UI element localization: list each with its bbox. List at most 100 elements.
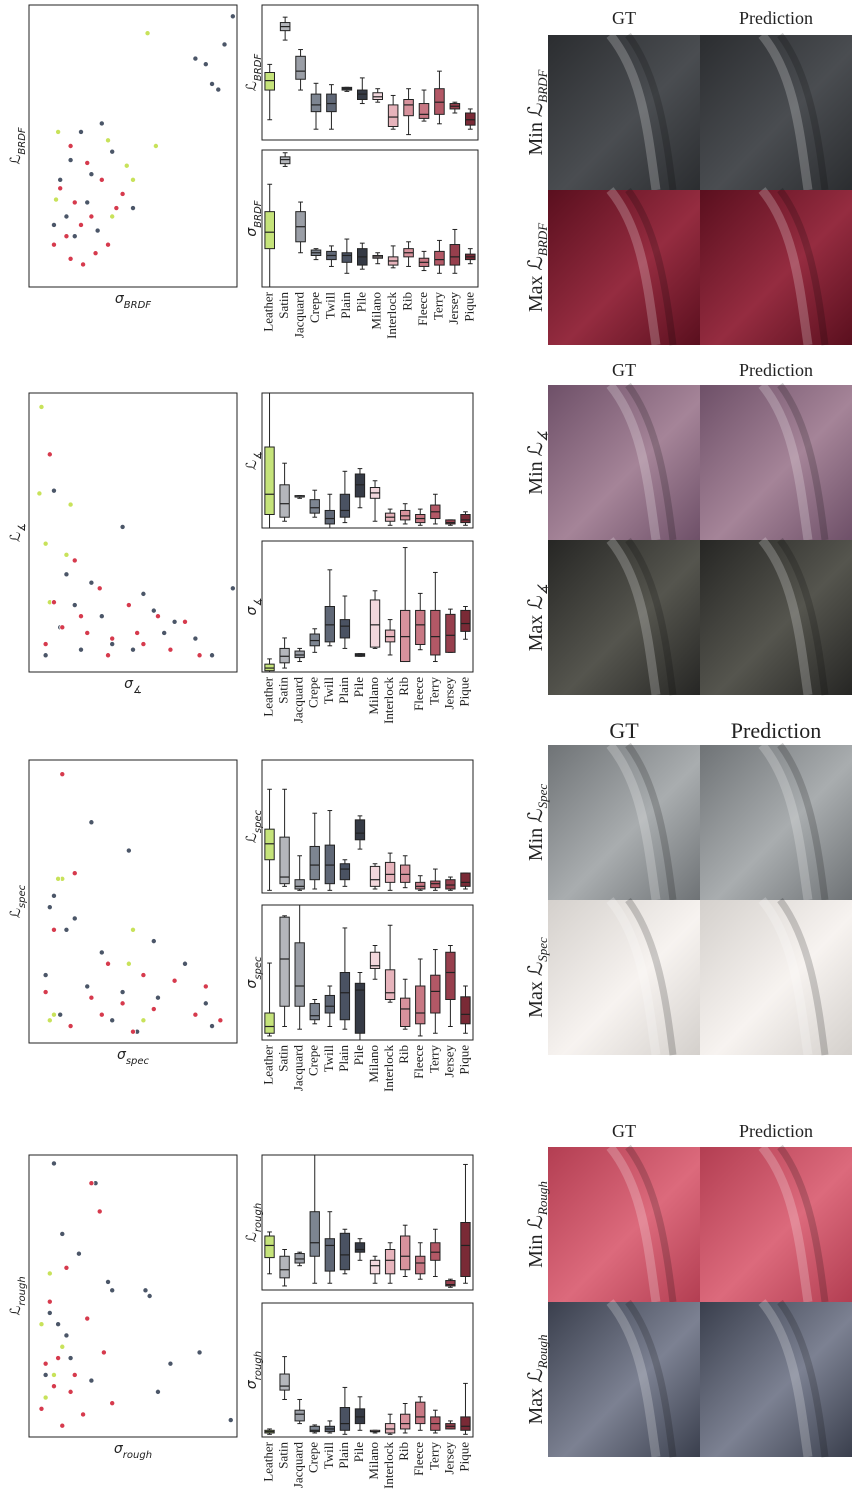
scatter-point [78,647,83,652]
scatter-point [155,1389,160,1394]
scatter-point [68,158,73,163]
column-header: GT [612,8,636,28]
box [401,610,410,661]
scatter-point [68,1023,73,1028]
y-axis-label: ℒ∡ [244,451,264,470]
category-label: Fleece [411,1442,426,1476]
scatter-point [105,653,110,658]
box [355,820,364,840]
scatter-point [78,129,83,134]
scatter-point [168,1361,173,1366]
box [355,474,364,497]
scatter-point [51,600,56,605]
scatter-point [120,524,125,529]
y-axis-label: ℒrough [8,1276,28,1315]
category-label: Interlock [381,677,396,724]
box [310,500,319,514]
scatter-point [60,1423,65,1428]
box [355,1409,364,1424]
scatter-point [43,1395,48,1400]
category-label: Fleece [411,677,426,711]
scatter-point [230,586,235,591]
scatter-point [126,602,131,607]
plot-frame [29,5,237,287]
scatter-point [99,121,104,126]
box [310,1212,319,1257]
y-axis-label: σrough [244,1351,264,1389]
box [358,90,368,99]
scatter-point [99,950,104,955]
category-label: Jacquard [291,1045,306,1092]
box [385,862,394,882]
y-axis-label-sub: rough [253,1203,264,1232]
y-axis-label: ℒspec [244,809,264,843]
box [325,510,334,524]
scatter-point [51,222,56,227]
box [466,113,476,125]
scatter-point [47,905,52,910]
box [295,880,304,889]
scatter-point [43,1361,48,1366]
scatter-point [64,572,69,577]
column-header: Prediction [739,8,813,28]
box [265,1236,274,1258]
scatter-point [60,625,65,630]
scatter-point [76,1251,81,1256]
category-label: Leather [261,1441,276,1481]
page: {"chart_data": [ {"type": "scatter", "xl… [0,0,852,1507]
scatter-point [193,1012,198,1017]
y-axis-label: ℒBRDF [244,54,264,92]
y-axis-label: σBRDF [244,200,264,236]
box [431,610,440,655]
category-label: Jersey [441,1045,456,1078]
x-axis-label-sub: rough [123,1450,152,1461]
row-label-text: Max ℒ [525,256,547,312]
row-label-sub: ∡ [535,430,550,442]
y-axis-label: σspec [244,956,264,989]
scatter-point [130,205,135,210]
y-axis-label: ℒspec [8,884,28,918]
scatter-point [197,653,202,658]
scatter-point [114,205,119,210]
scatter-point [78,222,83,227]
box [325,995,334,1013]
box [265,664,274,671]
y-axis-label-symbol: ℒ [244,460,260,470]
box [416,610,425,644]
row-label: Min ℒSpec [525,784,551,862]
box [280,485,289,517]
box [401,998,410,1026]
scatter-point [51,1384,56,1389]
scatter-point [85,1316,90,1321]
box [401,510,410,519]
scatter-point [60,1344,65,1349]
scatter-point [89,1181,94,1186]
plot-frame [262,1303,473,1437]
category-label: Terry [426,677,441,705]
category-label: Terry [426,1442,441,1470]
row-label-text: Max ℒ [525,595,547,651]
scatter-point [97,586,102,591]
scatter-point [172,978,177,983]
category-label: Pique [456,677,471,707]
scatter-point [95,228,100,233]
category-label: Plain [336,677,351,704]
scatter-point [141,591,146,596]
category-label: Plain [336,1442,351,1469]
category-label: Leather [261,676,276,716]
category-label: Jacquard [292,292,307,339]
scatter-point [68,143,73,148]
scatter-point [145,31,150,36]
scatter-point [64,1333,69,1338]
row-label-sub: BRDF [535,222,550,256]
scatter-point [64,552,69,557]
scatter-point [64,1265,69,1270]
scatter-point [216,87,221,92]
scatter-point [72,558,77,563]
box [419,104,429,119]
box [370,866,379,886]
box [340,973,349,1020]
y-axis-label-symbol: ℒ [8,155,24,165]
scatter-point [89,214,94,219]
category-label: Jersey [441,1442,456,1475]
